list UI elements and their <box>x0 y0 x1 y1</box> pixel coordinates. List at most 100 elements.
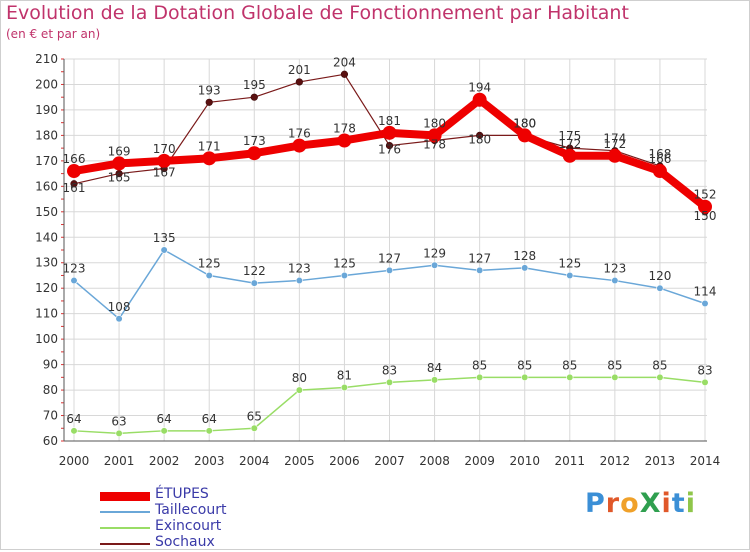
data-point <box>656 284 664 292</box>
data-label: 176 <box>378 143 401 157</box>
data-point <box>521 264 529 272</box>
y-tick-label: 150 <box>35 205 58 219</box>
data-label: 174 <box>603 132 626 146</box>
logo-letter: r <box>605 488 621 519</box>
x-tick-label: 2008 <box>419 454 450 468</box>
data-point <box>157 153 172 168</box>
data-point <box>295 276 303 285</box>
data-point <box>205 271 213 280</box>
x-tick-label: 2012 <box>600 454 631 468</box>
data-point <box>562 148 577 163</box>
data-point <box>656 373 664 381</box>
data-point <box>70 276 78 285</box>
data-label: 172 <box>558 137 581 151</box>
x-tick-label: 2000 <box>59 454 90 468</box>
data-label: 168 <box>648 147 671 161</box>
data-point <box>521 373 529 381</box>
data-label: 180 <box>513 116 536 130</box>
data-label: 171 <box>198 139 221 153</box>
data-label: 178 <box>333 121 356 135</box>
data-label: 180 <box>513 116 536 130</box>
data-label: 161 <box>63 181 86 195</box>
logo-letter: t <box>671 488 686 519</box>
x-tick-label: 2013 <box>645 454 676 468</box>
data-label: 173 <box>243 134 266 148</box>
logo-letter: P <box>585 488 606 519</box>
data-point <box>385 378 394 387</box>
data-point <box>430 376 439 384</box>
y-tick-label: 190 <box>35 103 58 117</box>
x-tick-label: 2004 <box>239 454 270 468</box>
x-tick-label: 2003 <box>194 454 225 468</box>
data-point <box>517 128 532 143</box>
data-label: 65 <box>247 409 262 423</box>
data-label: 169 <box>108 144 131 158</box>
y-tick-label: 60 <box>43 434 58 448</box>
data-label: 85 <box>472 358 487 372</box>
data-point <box>427 128 442 143</box>
data-label: 85 <box>652 358 667 372</box>
y-tick-label: 140 <box>35 230 58 244</box>
data-label: 85 <box>562 358 577 372</box>
logo-letter: o <box>620 488 640 519</box>
legend-label: ÉTUPES <box>155 486 209 502</box>
data-label: 85 <box>607 358 622 372</box>
x-tick-label: 2002 <box>149 454 180 468</box>
data-point <box>67 164 81 179</box>
data-label: 152 <box>694 188 717 202</box>
x-tick-label: 2006 <box>329 454 360 468</box>
data-label: 125 <box>333 256 356 270</box>
data-point <box>205 98 213 106</box>
legend-swatch <box>100 543 150 545</box>
data-label: 123 <box>603 262 626 276</box>
data-label: 122 <box>243 264 266 278</box>
y-tick-label: 120 <box>35 281 58 295</box>
data-point <box>340 271 349 280</box>
data-point <box>701 299 709 308</box>
x-tick-label: 2010 <box>509 454 540 468</box>
x-tick-label: 2005 <box>284 454 315 468</box>
data-label: 178 <box>423 137 446 151</box>
logo-letter: i <box>661 488 672 519</box>
data-point <box>250 93 258 101</box>
y-tick-label: 170 <box>35 154 58 168</box>
data-label: 127 <box>468 251 491 265</box>
y-tick-label: 160 <box>35 179 58 193</box>
logo-letter: X <box>639 488 662 519</box>
x-tick-label: 2014 <box>690 454 721 468</box>
data-point <box>70 180 78 188</box>
data-point <box>295 386 303 394</box>
data-point <box>382 125 397 140</box>
data-point <box>566 373 574 381</box>
data-point <box>340 383 349 392</box>
data-label: 129 <box>423 246 446 260</box>
data-label: 64 <box>157 412 172 426</box>
data-label: 127 <box>378 251 401 265</box>
data-label: 114 <box>694 284 717 298</box>
data-label: 201 <box>288 63 311 77</box>
data-label: 81 <box>337 369 352 383</box>
data-point <box>205 427 213 435</box>
data-label: 172 <box>603 137 626 151</box>
legend-swatch <box>100 527 150 529</box>
data-point <box>476 373 484 381</box>
y-tick-label: 80 <box>43 383 58 397</box>
data-label: 166 <box>648 152 671 166</box>
data-point <box>115 315 123 323</box>
data-label: 128 <box>513 249 536 263</box>
data-label: 85 <box>517 358 532 372</box>
data-label: 181 <box>378 114 401 128</box>
data-point <box>385 266 394 274</box>
y-tick-label: 70 <box>43 409 58 423</box>
data-label: 120 <box>648 269 671 283</box>
x-tick-label: 2011 <box>555 454 586 468</box>
y-tick-label: 90 <box>43 358 58 372</box>
data-label: 165 <box>108 171 131 185</box>
data-point <box>607 148 622 163</box>
data-label: 64 <box>66 412 81 426</box>
data-label: 195 <box>243 78 266 92</box>
logo-letter: i <box>685 488 696 519</box>
legend-swatch <box>100 492 150 501</box>
data-point <box>160 246 168 254</box>
